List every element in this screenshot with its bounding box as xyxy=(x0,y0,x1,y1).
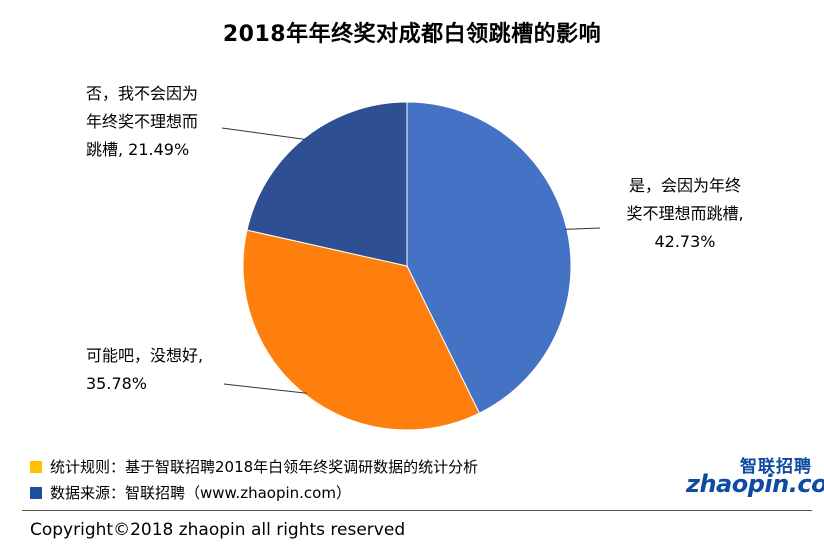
yellow-square-icon xyxy=(30,461,42,473)
leader-line xyxy=(221,127,306,141)
note-source: 数据来源：智联招聘（www.zhaopin.com） xyxy=(30,482,351,504)
slice-label-line: 42.73% xyxy=(654,232,716,251)
slice-label-line: 奖不理想而跳槽, xyxy=(626,204,744,223)
slice-label-line: 否，我不会因为 xyxy=(86,84,199,103)
pie-slice-maybe xyxy=(242,229,481,431)
slice-label-yes: 是，会因为年终 奖不理想而跳槽, 42.73% xyxy=(600,172,770,256)
leader-line xyxy=(564,227,601,230)
slice-label-maybe: 可能吧，没想好, 35.78% xyxy=(86,342,256,398)
chart-title: 2018年年终奖对成都白领跳槽的影响 xyxy=(222,22,602,47)
slice-label-line: 35.78% xyxy=(86,374,148,393)
logo-cn-text: 智联招聘 xyxy=(740,457,812,477)
note-source-text: 数据来源：智联招聘（www.zhaopin.com） xyxy=(50,484,351,502)
divider xyxy=(22,510,812,511)
logo-en-text: zhaopin.com xyxy=(686,470,824,498)
copyright: Copyright©2018 zhaopin all rights reserv… xyxy=(30,520,406,540)
slice-label-line: 可能吧，没想好, xyxy=(86,346,204,365)
zhaopin-logo: 智联招聘 zhaopin.com xyxy=(686,452,824,502)
slice-label-no: 否，我不会因为 年终奖不理想而 跳槽, 21.49% xyxy=(86,80,256,164)
slice-label-line: 年终奖不理想而 xyxy=(86,112,199,131)
note-rule-text: 统计规则：基于智联招聘2018年白领年终奖调研数据的统计分析 xyxy=(50,458,479,476)
leader-line xyxy=(223,383,307,394)
slice-label-line: 跳槽, 21.49% xyxy=(86,140,190,159)
slice-label-line: 是，会因为年终 xyxy=(628,176,741,195)
blue-square-icon xyxy=(30,487,42,499)
pie-slice-no xyxy=(246,101,408,267)
note-rule: 统计规则：基于智联招聘2018年白领年终奖调研数据的统计分析 xyxy=(30,456,478,478)
